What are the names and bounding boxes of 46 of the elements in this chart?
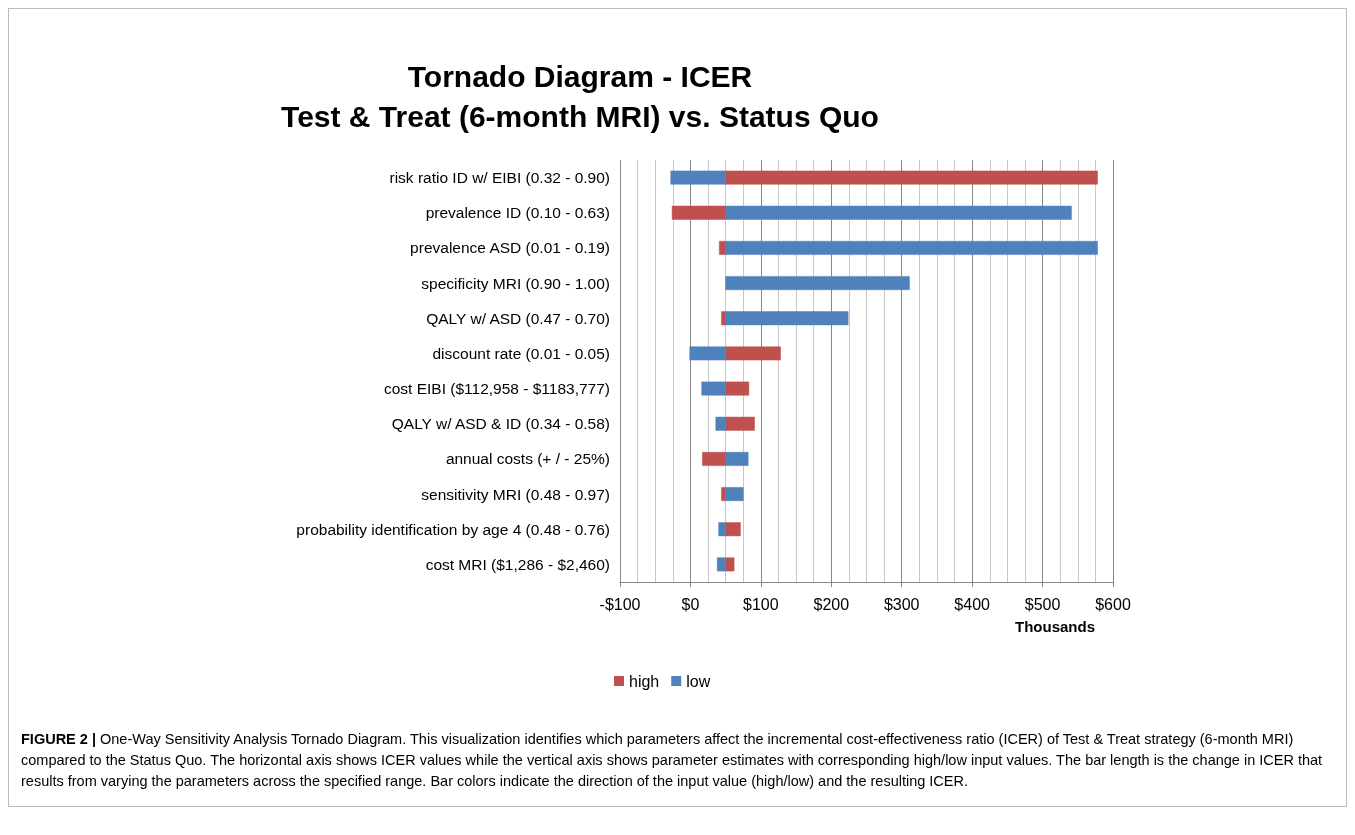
bar xyxy=(725,381,750,396)
y-tick-label: QALY w/ ASD (0.47 - 0.70) xyxy=(426,309,610,327)
legend-label: low xyxy=(686,672,711,690)
bar xyxy=(725,522,741,537)
bar xyxy=(725,557,735,572)
bar xyxy=(670,170,726,185)
bar xyxy=(718,522,726,537)
x-tick-label: $0 xyxy=(681,595,700,613)
y-tick-label: cost EIBI ($112,958 - $1183,777) xyxy=(383,380,610,398)
y-tick-label: probability identification by age 4 (0.48 - 0.76) xyxy=(296,520,610,538)
bar xyxy=(701,381,726,396)
x-tick-label: $400 xyxy=(954,595,991,613)
bar xyxy=(715,416,726,431)
y-tick-label: sensitivity MRI (0.48 - 0.97) xyxy=(421,485,610,503)
bar xyxy=(716,557,726,572)
x-tick-label: $500 xyxy=(1024,595,1061,613)
y-tick-label: QALY w/ ASD & ID (0.34 - 0.58) xyxy=(391,415,610,433)
y-tick-label: cost MRI ($1,286 - $2,460) xyxy=(425,555,610,573)
x-axis-title: Thousands xyxy=(1015,618,1096,635)
y-tick-label: discount rate (0.01 - 0.05) xyxy=(432,344,610,362)
bar xyxy=(721,311,726,326)
x-tick-label: $100 xyxy=(743,595,779,613)
bar xyxy=(725,276,910,291)
legend-label: high xyxy=(629,672,660,690)
chart-title: Tornado Diagram - ICER Test & Treat (6-month MRI) vs. Status Quo xyxy=(281,59,879,133)
bar xyxy=(725,487,744,502)
bar xyxy=(725,205,1072,220)
x-tick-label: $200 xyxy=(813,595,850,613)
y-tick-label: specificity MRI (0.90 - 1.00) xyxy=(421,274,610,292)
x-tick-label: $300 xyxy=(883,595,920,613)
y-tick-label: prevalence ID (0.10 - 0.63) xyxy=(425,204,610,222)
bar xyxy=(702,451,726,466)
x-tick-label: $600 xyxy=(1095,595,1131,613)
bar xyxy=(671,205,726,220)
x-tick-label: -$100 xyxy=(599,595,641,613)
y-tick-label: prevalence ASD (0.01 - 0.19) xyxy=(410,239,610,257)
caption: FIGURE 2 | One-Way Sensitivity Analysis Tornado Diagram. This visualization identifies which parameters affect the incremental cost-effectiveness ratio (ICER) of Test & Treat strategy (6-month MRI) compared to the Status Quo. The horizontal axis shows ICER values while the vertical axis shows parameter estimates with corresponding high/low input values. The bar length is the change in ICER that results from varying the parameters across the specified range. Bar colors indicate the direction of the input value (high/low) and the resulting ICER. xyxy=(20,730,1324,791)
y-tick-label: risk ratio ID w/ EIBI (0.32 - 0.90) xyxy=(389,169,610,187)
bar xyxy=(725,240,1098,255)
bar xyxy=(725,451,749,466)
bar xyxy=(689,346,726,361)
y-tick-label: annual costs (+ / - 25%) xyxy=(445,450,610,468)
bar xyxy=(725,416,755,431)
bar xyxy=(725,346,781,361)
bar xyxy=(725,170,1098,185)
bar xyxy=(725,311,849,326)
